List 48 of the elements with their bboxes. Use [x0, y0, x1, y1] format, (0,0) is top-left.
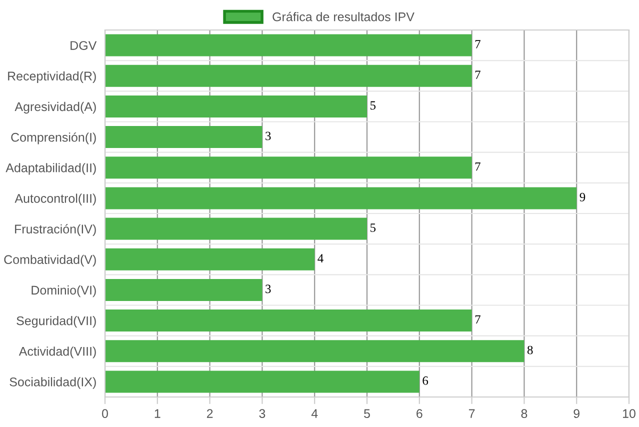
y-tick-label: Adaptabilidad(II) — [6, 163, 96, 175]
x-tick-label: 5 — [364, 409, 370, 418]
y-tick-label: Dominio(VI) — [32, 285, 96, 298]
bar — [105, 64, 472, 87]
y-tick-label: Agresividad(A) — [14, 102, 96, 114]
x-tick-label: 1 — [154, 409, 160, 418]
data-label: 8 — [527, 346, 533, 354]
data-label: 6 — [422, 376, 428, 385]
x-tick-label: 8 — [521, 409, 528, 418]
bar — [105, 156, 472, 179]
data-label: 7 — [475, 162, 480, 171]
bar — [105, 95, 367, 118]
x-tick-label: 3 — [259, 409, 266, 418]
bar — [105, 126, 262, 148]
y-tick-label: Comprensión(I) — [11, 132, 96, 144]
data-label: 4 — [318, 254, 324, 262]
data-label: 5 — [370, 101, 376, 110]
x-tick-label: 10 — [623, 409, 636, 418]
bar — [105, 218, 367, 240]
data-label: 3 — [266, 284, 271, 294]
x-tick-label: 6 — [416, 409, 422, 418]
y-tick-label: Seguridad(VII) — [16, 316, 96, 328]
x-tick-label: 0 — [102, 409, 108, 418]
data-label: 7 — [475, 315, 480, 324]
y-tick-label: Actividad(VIII) — [18, 346, 96, 358]
y-tick-label: Combatividad(V) — [4, 254, 96, 266]
bar — [105, 278, 262, 301]
x-tick-label: 9 — [574, 409, 580, 418]
bar — [105, 310, 472, 332]
y-tick-label: DGV — [70, 41, 97, 50]
data-label: 9 — [580, 192, 586, 202]
bar — [105, 187, 577, 210]
x-tick-label: 4 — [311, 409, 318, 418]
bar — [105, 34, 472, 56]
bar — [105, 340, 524, 362]
x-tick-label: 7 — [468, 409, 475, 418]
y-tick-label: Receptividad(R) — [8, 71, 96, 83]
y-tick-label: Frustración(IV) — [15, 224, 96, 236]
data-label: 7 — [475, 70, 480, 79]
bar — [105, 370, 420, 393]
legend-label: Gráfica de resultados IPV — [272, 12, 414, 22]
y-tick-label: Sociabilidad(IX) — [10, 377, 96, 389]
y-tick-label: Autocontrol(III) — [14, 194, 96, 206]
x-tick-label: 2 — [206, 409, 213, 418]
data-label: 3 — [266, 132, 271, 140]
data-label: 7 — [475, 40, 480, 48]
bar — [105, 248, 315, 270]
data-label: 5 — [370, 224, 376, 232]
